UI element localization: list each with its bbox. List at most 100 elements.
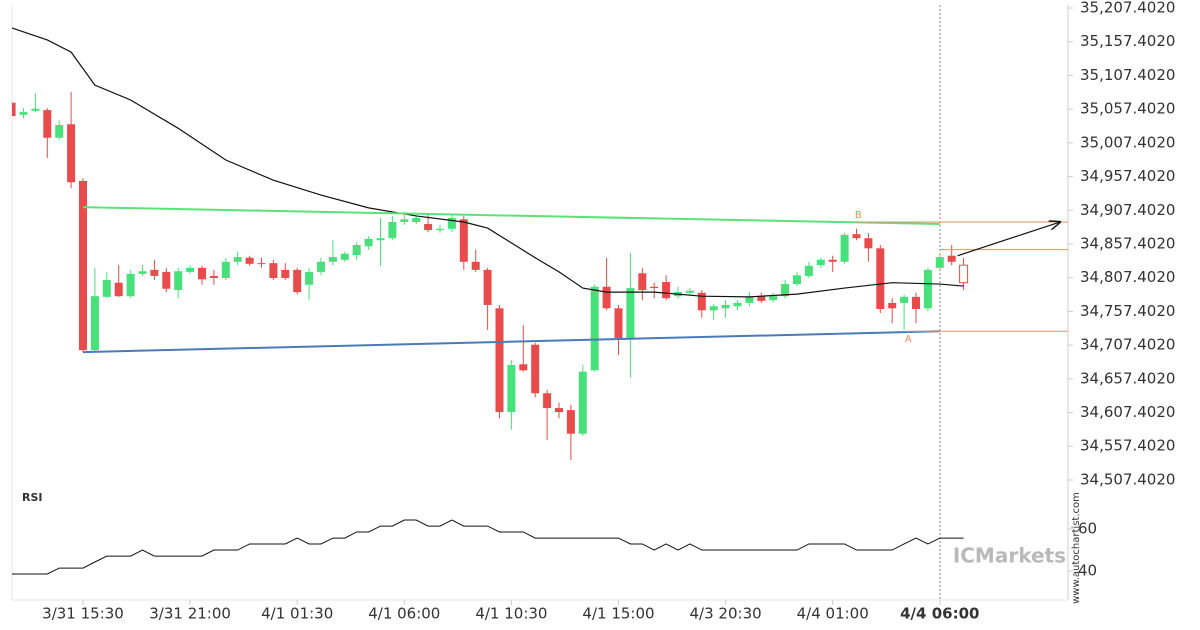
candle-body <box>578 371 587 434</box>
candle-body <box>626 288 635 338</box>
candle-body <box>31 108 40 111</box>
candle-body <box>733 302 742 307</box>
candle-body <box>864 238 873 249</box>
y-tick-label: 34,857.4020 <box>1080 234 1175 252</box>
candle-body <box>566 410 575 434</box>
candle-body <box>126 273 135 297</box>
candle-body <box>67 124 76 183</box>
candle-body <box>531 344 540 394</box>
candle-body <box>352 244 361 256</box>
candle-body <box>55 124 64 138</box>
candle-body <box>102 279 111 297</box>
candle-body <box>852 234 861 239</box>
candle-body <box>697 292 706 311</box>
candle-body <box>876 248 885 309</box>
candle-body <box>245 257 254 264</box>
candle-body <box>388 222 397 239</box>
candle-body <box>912 296 920 309</box>
moving-average <box>12 27 964 298</box>
y-tick-label: 35,157.4020 <box>1080 32 1175 50</box>
candle-body <box>840 234 849 262</box>
candle-body <box>662 282 671 299</box>
y-tick-label: 35,207.4020 <box>1080 0 1175 17</box>
candle-body <box>114 282 123 297</box>
candle-body <box>79 180 87 351</box>
watermark: ICMarkets <box>953 544 1066 568</box>
candle-body <box>888 302 897 309</box>
candle-body <box>757 296 766 301</box>
candle-body <box>340 253 349 260</box>
candle-body <box>186 267 195 272</box>
candle-body <box>412 217 421 223</box>
candle-body <box>793 275 801 285</box>
candle-body <box>650 286 659 289</box>
candle-body <box>638 273 647 291</box>
candle-body <box>590 286 599 371</box>
y-tick-label: 34,657.4020 <box>1080 369 1175 387</box>
candle-body <box>781 284 790 297</box>
candle-body <box>804 265 813 276</box>
candle-body <box>305 271 314 285</box>
candle-body <box>162 271 171 289</box>
candle-body <box>495 308 504 413</box>
y-tick-label: 34,957.4020 <box>1080 167 1175 185</box>
candle-body <box>471 261 480 270</box>
y-tick-label: 34,757.4020 <box>1080 302 1175 320</box>
candle-body <box>923 269 932 309</box>
candle-body <box>459 219 468 262</box>
x-tick-label: 4/1 06:00 <box>368 605 440 623</box>
x-tick-label: 4/4 06:00 <box>900 605 979 623</box>
candle-body <box>816 259 825 266</box>
rsi-tick-label: 40 <box>1078 562 1097 580</box>
candle-body <box>709 306 718 311</box>
resistance-line <box>82 206 940 226</box>
candle-body <box>400 219 409 223</box>
y-tick-label: 34,707.4020 <box>1080 336 1175 354</box>
y-tick-label: 34,507.4020 <box>1080 470 1175 488</box>
candle-body <box>543 393 552 409</box>
candle-body <box>90 296 99 351</box>
y-tick-label: 34,557.4020 <box>1080 437 1175 455</box>
candle-body <box>828 259 837 262</box>
candle-body <box>769 296 778 301</box>
candle-body <box>507 364 516 413</box>
candle-body <box>317 261 325 272</box>
candle-body <box>328 257 337 262</box>
candle-body <box>19 112 28 115</box>
candle-body <box>364 238 373 247</box>
candle-body <box>293 269 302 293</box>
candle-body <box>198 267 206 280</box>
support-line <box>82 330 940 354</box>
projection-body <box>959 264 969 284</box>
x-tick-label: 4/1 01:30 <box>261 605 333 623</box>
candle-body <box>376 238 385 241</box>
candle-body <box>233 257 242 262</box>
candle-body <box>221 261 230 278</box>
y-tick-label: 35,057.4020 <box>1080 100 1175 118</box>
x-tick-label: 4/1 15:00 <box>582 605 654 623</box>
x-tick-label: 4/4 01:00 <box>797 605 869 623</box>
candle-body <box>209 275 218 278</box>
source: www.autochartist.com <box>1071 492 1082 604</box>
candle-body <box>447 217 456 229</box>
x-tick-label: 4/1 10:30 <box>475 605 547 623</box>
candle-body <box>685 290 694 293</box>
candle-body <box>947 255 956 262</box>
candle-body <box>436 228 444 231</box>
y-tick-label: 34,907.4020 <box>1080 201 1175 219</box>
x-tick-label: 3/31 15:30 <box>42 605 124 623</box>
candle-body <box>269 263 278 278</box>
candle-body <box>900 296 909 303</box>
rsi-label: RSI <box>22 491 43 504</box>
forecast-arrow <box>957 222 1060 257</box>
candle-body <box>745 296 754 303</box>
candle-body <box>424 224 433 231</box>
pattern-point-label: A <box>905 334 912 345</box>
candle-body <box>174 271 183 291</box>
candle-body <box>138 271 147 274</box>
y-tick-label: 34,607.4020 <box>1080 403 1175 421</box>
candle-body <box>614 308 623 338</box>
candle-body <box>721 304 730 309</box>
